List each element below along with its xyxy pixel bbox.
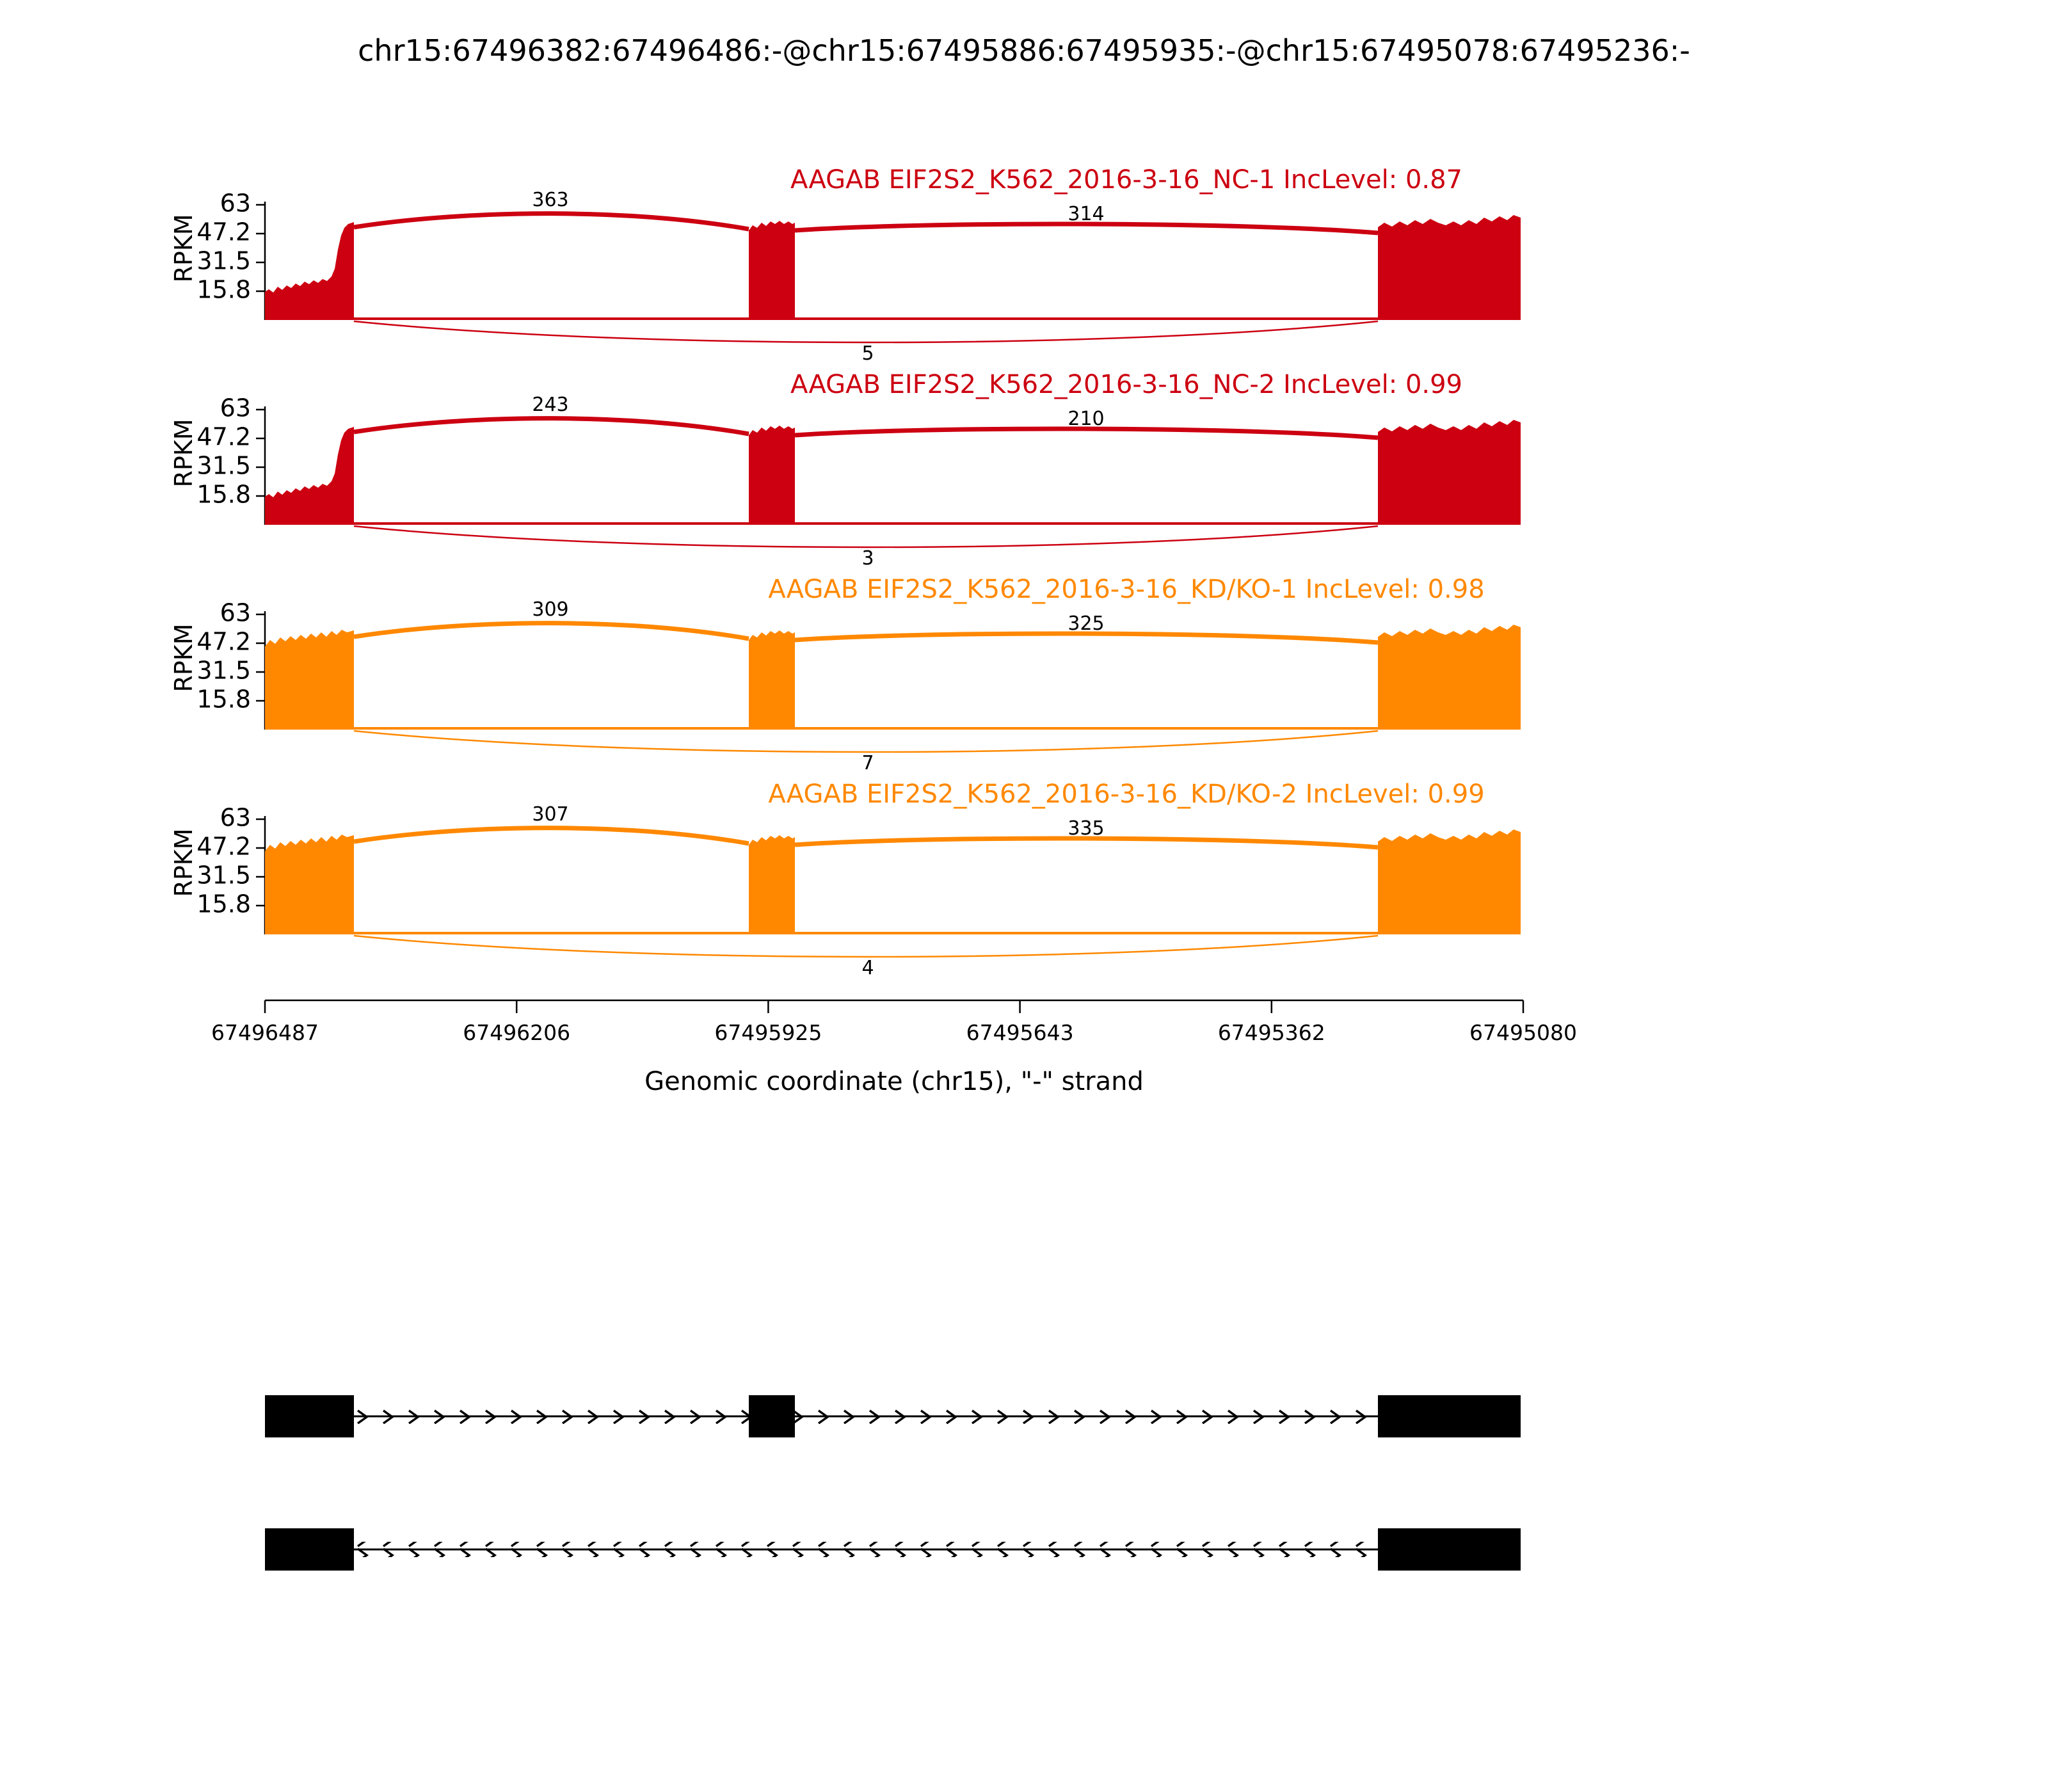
y-tick-label: 15.8 bbox=[196, 685, 251, 714]
junction-count-left: 309 bbox=[532, 598, 568, 621]
junction-count-skip: 5 bbox=[861, 342, 874, 365]
y-axis: 63 47.2 31.5 15.8 RPKM bbox=[170, 804, 266, 934]
y-axis-title: RPKM bbox=[170, 828, 198, 897]
junction-arc-left bbox=[354, 623, 749, 639]
strand-arrows bbox=[354, 1409, 1378, 1424]
sashimi-track-nc-2: AAGAB EIF2S2_K562_2016-3-16_NC-2 IncLeve… bbox=[170, 370, 1521, 570]
junction-arc-right bbox=[795, 429, 1378, 438]
track-label: AAGAB EIF2S2_K562_2016-3-16_NC-2 IncLeve… bbox=[790, 370, 1462, 399]
track-label: AAGAB EIF2S2_K562_2016-3-16_KD/KO-2 IncL… bbox=[768, 780, 1484, 809]
x-axis: 67496487 67496206 67495925 67495643 6749… bbox=[211, 999, 1577, 1096]
intron-coverage bbox=[354, 727, 1378, 730]
x-tick-label: 67495080 bbox=[1469, 1020, 1577, 1045]
exon-coverage-upstream bbox=[265, 222, 354, 320]
y-axis: 63 47.2 31.5 15.8 RPKM bbox=[170, 599, 266, 730]
exon-coverage-downstream bbox=[1378, 829, 1521, 934]
exon-downstream bbox=[1378, 1395, 1521, 1437]
exon-coverage-downstream bbox=[1378, 625, 1521, 730]
junction-count-left: 363 bbox=[532, 189, 568, 211]
junction-arc-right bbox=[795, 838, 1378, 847]
y-tick-label: 15.8 bbox=[196, 481, 251, 509]
y-tick-label: 31.5 bbox=[196, 247, 251, 275]
track-label: AAGAB EIF2S2_K562_2016-3-16_KD/KO-1 IncL… bbox=[768, 575, 1484, 604]
x-tick-label: 67495362 bbox=[1218, 1020, 1325, 1045]
y-tick-label: 31.5 bbox=[196, 861, 251, 890]
y-tick-label: 47.2 bbox=[196, 423, 251, 451]
isoform-inclusion bbox=[265, 1395, 1521, 1437]
y-axis: 63 47.2 31.5 15.8 RPKM bbox=[170, 394, 266, 525]
x-tick-label: 67496487 bbox=[211, 1020, 319, 1045]
junction-arc-right bbox=[795, 634, 1378, 643]
y-axis-title: RPKM bbox=[170, 214, 198, 282]
y-tick-label: 47.2 bbox=[196, 628, 251, 656]
exon-coverage-skipped bbox=[749, 835, 795, 934]
x-tick-label: 67496206 bbox=[463, 1020, 570, 1045]
y-tick-label: 63 bbox=[220, 394, 251, 422]
junction-count-right: 325 bbox=[1068, 612, 1104, 635]
junction-arc-skip bbox=[353, 320, 1379, 344]
junction-arc-skip bbox=[353, 730, 1379, 753]
y-tick-label: 63 bbox=[220, 804, 251, 832]
y-tick-label: 63 bbox=[220, 599, 251, 627]
junction-arc-skip bbox=[353, 934, 1379, 958]
exon-coverage-upstream bbox=[265, 835, 354, 934]
intron-coverage bbox=[354, 522, 1378, 525]
sashimi-track-nc-1: AAGAB EIF2S2_K562_2016-3-16_NC-1 IncLeve… bbox=[170, 165, 1521, 365]
y-tick-label: 31.5 bbox=[196, 657, 251, 685]
x-tick-label: 67495925 bbox=[714, 1020, 822, 1045]
y-tick-label: 15.8 bbox=[196, 890, 251, 918]
isoform-skipping bbox=[265, 1528, 1521, 1571]
junction-count-skip: 4 bbox=[861, 957, 874, 979]
intron-coverage bbox=[354, 317, 1378, 320]
exon-coverage-skipped bbox=[749, 630, 795, 730]
y-axis-title: RPKM bbox=[170, 623, 198, 692]
exon-upstream bbox=[265, 1395, 354, 1437]
junction-count-skip: 7 bbox=[861, 752, 874, 774]
exon-upstream bbox=[265, 1528, 354, 1571]
junction-arc-left bbox=[354, 828, 749, 844]
y-tick-label: 63 bbox=[220, 189, 251, 218]
exon-downstream bbox=[1378, 1528, 1521, 1571]
track-label: AAGAB EIF2S2_K562_2016-3-16_NC-1 IncLeve… bbox=[790, 165, 1462, 195]
exon-coverage-downstream bbox=[1378, 215, 1521, 320]
x-axis-title: Genomic coordinate (chr15), "-" strand bbox=[644, 1067, 1144, 1096]
sashimi-track-kdko-1: AAGAB EIF2S2_K562_2016-3-16_KD/KO-1 IncL… bbox=[170, 575, 1521, 774]
isoform-models bbox=[265, 1395, 1521, 1571]
junction-arc-right bbox=[795, 224, 1378, 233]
exon-coverage-upstream bbox=[265, 427, 354, 525]
y-axis-title: RPKM bbox=[170, 419, 198, 487]
junction-arc-left bbox=[354, 214, 749, 229]
plot-title: chr15:67496382:67496486:-@chr15:67495886… bbox=[358, 33, 1690, 68]
junction-count-right: 335 bbox=[1068, 817, 1104, 840]
exon-coverage-downstream bbox=[1378, 420, 1521, 525]
junction-count-right: 210 bbox=[1068, 408, 1104, 430]
exon-coverage-skipped bbox=[749, 221, 795, 320]
y-axis: 63 47.2 31.5 15.8 RPKM bbox=[170, 189, 266, 320]
junction-arc-skip bbox=[353, 525, 1379, 548]
exon-coverage-skipped bbox=[749, 426, 795, 525]
strand-arrows bbox=[354, 1542, 1378, 1557]
y-tick-label: 47.2 bbox=[196, 218, 251, 246]
junction-count-left: 243 bbox=[532, 394, 568, 416]
sashimi-track-kdko-2: AAGAB EIF2S2_K562_2016-3-16_KD/KO-2 IncL… bbox=[170, 780, 1521, 979]
junction-arc-left bbox=[354, 419, 749, 434]
exon-skipped bbox=[749, 1395, 795, 1437]
y-tick-label: 15.8 bbox=[196, 276, 251, 304]
x-tick-label: 67495643 bbox=[966, 1020, 1074, 1045]
exon-coverage-upstream bbox=[265, 630, 354, 730]
y-tick-label: 31.5 bbox=[196, 452, 251, 480]
junction-count-skip: 3 bbox=[861, 547, 874, 570]
junction-count-left: 307 bbox=[532, 803, 568, 826]
junction-count-right: 314 bbox=[1068, 203, 1104, 225]
intron-coverage bbox=[354, 932, 1378, 934]
y-tick-label: 47.2 bbox=[196, 833, 251, 861]
